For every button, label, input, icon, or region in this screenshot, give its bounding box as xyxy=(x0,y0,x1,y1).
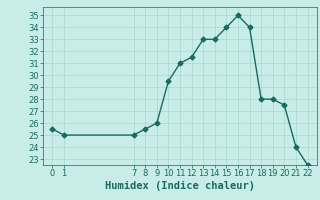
X-axis label: Humidex (Indice chaleur): Humidex (Indice chaleur) xyxy=(105,181,255,191)
